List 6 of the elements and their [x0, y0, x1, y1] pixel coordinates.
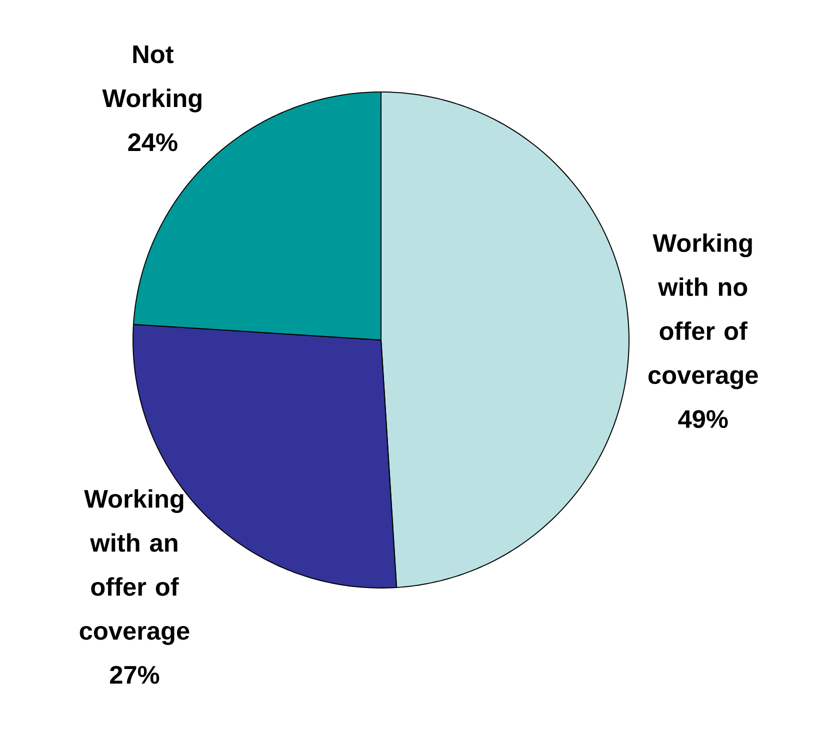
data-label: 24% — [128, 133, 178, 152]
slice-label: Not Working — [102, 46, 202, 112]
data-label: 49% — [678, 410, 728, 428]
data-label: 27% — [110, 666, 160, 684]
slice-label: Working with no offer of coverage — [648, 233, 758, 390]
slice-label: Working with an offer of coverage — [80, 489, 190, 645]
